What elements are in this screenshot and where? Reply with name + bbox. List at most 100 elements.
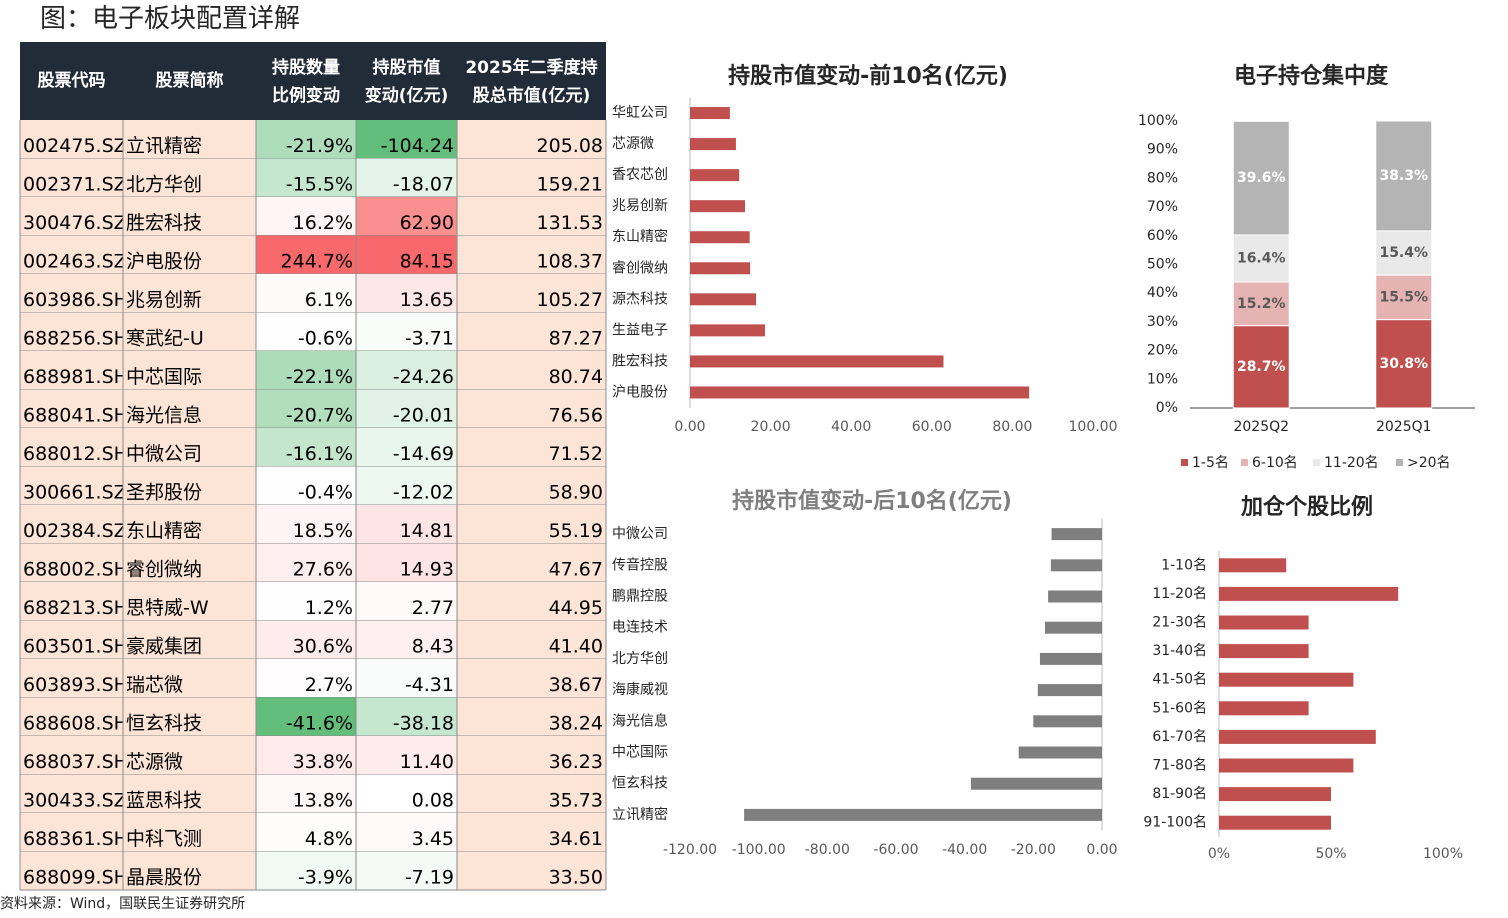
table-cell-bg	[256, 620, 356, 659]
legend-label: 11-20名	[1324, 455, 1379, 471]
table-cell-bg	[457, 235, 606, 274]
table-cell-bg	[20, 543, 123, 582]
table-cell: 中科飞测	[126, 828, 202, 850]
table-cell-bg	[356, 774, 457, 813]
table-cell: 8.43	[412, 636, 454, 658]
value-label: 15.5%	[1379, 289, 1428, 305]
table-cell-bg	[256, 582, 356, 621]
table-cell: 0.08	[412, 790, 454, 812]
table-header: 股票简称	[156, 70, 224, 91]
table-cell-bg	[356, 851, 457, 890]
table-cell-bg	[356, 158, 457, 197]
table-cell: 中芯国际	[126, 366, 202, 388]
table-cell-bg	[356, 274, 457, 313]
table-cell: 80.74	[549, 366, 603, 388]
bar	[1045, 621, 1102, 634]
x-tick-label: 80.00	[992, 419, 1032, 435]
table-cell: 76.56	[549, 405, 603, 427]
legend-label: 1-5名	[1192, 455, 1229, 471]
category-label: 香农芯创	[612, 167, 668, 183]
bar	[1219, 558, 1287, 573]
table-cell-bg	[20, 428, 123, 467]
legend-label: >20名	[1407, 455, 1451, 471]
table-cell-bg	[20, 351, 123, 390]
category-label: 兆易创新	[612, 198, 668, 214]
table-cell: 688037.SH	[23, 751, 128, 773]
table-header: 持股市值	[373, 57, 441, 78]
table-cell: 38.67	[549, 674, 603, 696]
bar	[1219, 758, 1354, 773]
value-label: 15.2%	[1237, 296, 1286, 312]
category-label: 61-70名	[1152, 729, 1207, 745]
table-cell: 3.45	[412, 828, 454, 850]
table-cell: 38.24	[549, 713, 603, 735]
table-cell: -15.5%	[286, 174, 353, 196]
table-cell-bg	[123, 197, 256, 236]
table-cell: -16.1%	[286, 443, 353, 465]
table-cell: -20.7%	[286, 405, 353, 427]
table-cell-bg	[123, 389, 256, 428]
y-tick-label: 50%	[1147, 257, 1178, 273]
table-cell-bg	[457, 851, 606, 890]
table-cell: 58.90	[549, 482, 603, 504]
bar	[1037, 684, 1102, 697]
table-cell: 002463.SZ	[23, 251, 127, 273]
table-cell-bg	[457, 466, 606, 505]
bar	[690, 231, 750, 244]
table-cell: 2.7%	[305, 674, 353, 696]
table-cell: -24.26	[393, 366, 454, 388]
bar	[1219, 586, 1399, 601]
table-cell: 晶晨股份	[126, 867, 202, 889]
category-label: 中微公司	[612, 526, 668, 542]
x-tick-label: 2025Q1	[1376, 419, 1432, 435]
table-cell-bg	[123, 466, 256, 505]
table-cell: -104.24	[381, 135, 454, 157]
table-cell: 688361.SH	[23, 828, 128, 850]
bar	[690, 293, 757, 306]
bar	[1048, 590, 1102, 603]
x-tick-label: 100%	[1423, 846, 1463, 862]
table-cell: 4.8%	[305, 828, 353, 850]
table-cell: -3.71	[405, 328, 454, 350]
table-cell-bg	[123, 505, 256, 544]
category-label: 立讯精密	[612, 806, 668, 823]
table-cell: 兆易创新	[126, 289, 202, 311]
bar-segment	[1375, 120, 1433, 232]
x-tick-label: 40.00	[831, 419, 871, 435]
table-cell-bg	[256, 312, 356, 351]
table-header: 变动(亿元)	[365, 85, 449, 106]
category-label: 11-20名	[1152, 586, 1207, 602]
bar-segment	[1375, 230, 1433, 276]
table-cell-bg	[123, 774, 256, 813]
bar	[970, 777, 1102, 790]
category-label: 31-40名	[1152, 643, 1207, 659]
table-cell: -21.9%	[286, 135, 353, 157]
table-cell-bg	[123, 312, 256, 351]
bar-segment	[1232, 325, 1290, 409]
x-tick-label: -40.00	[942, 842, 987, 858]
table-cell: 寒武纪-U	[126, 328, 204, 350]
table-cell-bg	[20, 582, 123, 621]
table-cell: 688981.SH	[23, 366, 128, 388]
table-cell-bg	[256, 466, 356, 505]
bar	[744, 808, 1102, 821]
x-tick-label: 20.00	[751, 419, 791, 435]
table-cell: 205.08	[537, 135, 603, 157]
table-cell: 44.95	[549, 597, 603, 619]
y-tick-label: 80%	[1147, 170, 1178, 186]
table-cell-bg	[356, 466, 457, 505]
table-cell-bg	[457, 620, 606, 659]
table-cell: 思特威-W	[126, 597, 209, 619]
y-tick-label: 60%	[1147, 228, 1178, 244]
table-cell-bg	[256, 274, 356, 313]
y-tick-label: 30%	[1147, 314, 1178, 330]
category-label: 1-10名	[1161, 557, 1207, 573]
y-tick-label: 0%	[1156, 400, 1178, 416]
table-cell-bg	[457, 120, 606, 159]
chart-title: 持股市值变动-前10名(亿元)	[728, 63, 1008, 89]
bar	[1219, 729, 1376, 744]
table-cell-bg	[256, 736, 356, 775]
value-label: 15.4%	[1379, 245, 1428, 261]
table-cell: 27.6%	[293, 559, 353, 581]
table-cell-bg	[20, 851, 123, 890]
